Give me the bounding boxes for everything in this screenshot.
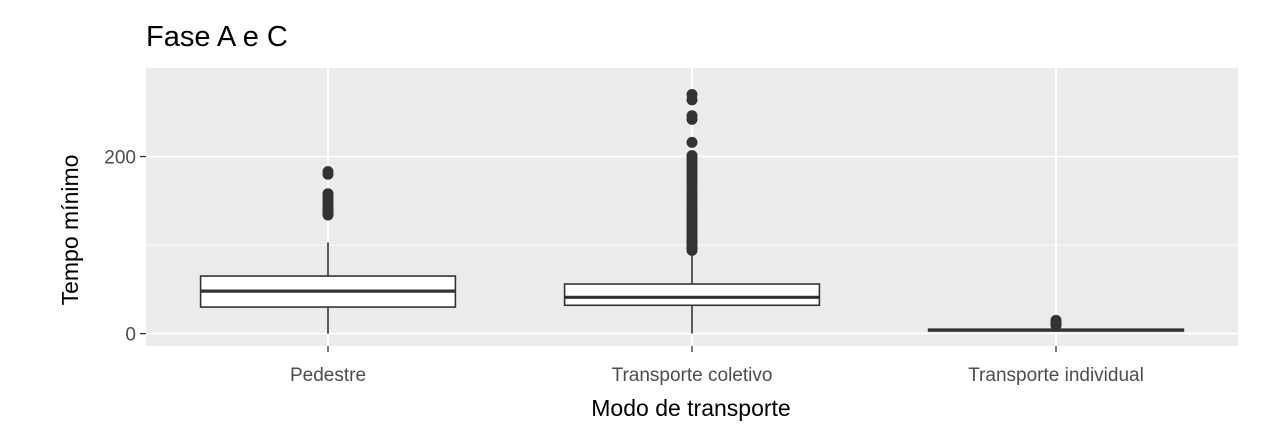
box-group	[927, 314, 1185, 332]
outlier-point	[686, 136, 698, 148]
x-tick-label: Pedestre	[290, 365, 366, 386]
box-group	[199, 166, 457, 334]
y-tick-label: 0	[125, 325, 136, 346]
iqr-box	[563, 283, 821, 307]
x-axis-label: Modo de transporte	[591, 395, 790, 421]
outlier-point	[686, 150, 698, 162]
outlier-point	[686, 110, 698, 122]
box-group	[563, 89, 821, 334]
axis-ticks: 0 200 Pedestre Transporte coletivo Transport…	[104, 148, 1144, 386]
y-tick-label: 200	[104, 148, 136, 169]
boxes-layer	[199, 89, 1185, 334]
x-tick-label: Transporte coletivo	[612, 365, 773, 386]
outlier-point	[322, 166, 334, 178]
chart-title: Fase A e C	[146, 21, 288, 53]
outlier-point	[322, 188, 334, 200]
y-axis-label: Tempo mínimo	[57, 155, 83, 306]
x-tick-label: Transporte individual	[968, 365, 1144, 386]
outlier-point	[686, 89, 698, 101]
outlier-point	[1050, 314, 1062, 326]
